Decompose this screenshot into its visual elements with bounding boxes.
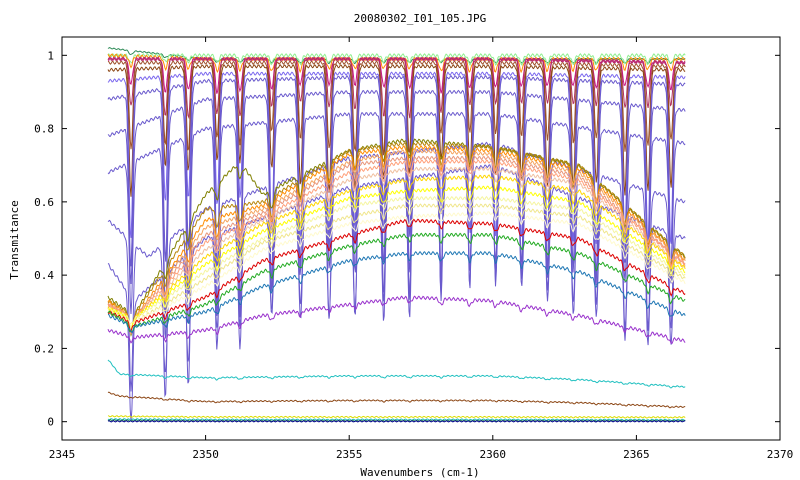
x-axis-title: Wavenumbers (cm-1)	[360, 466, 479, 479]
series-line	[107, 89, 686, 315]
y-axis: 0 0.2 0.4 0.6 0.8 1	[34, 49, 780, 429]
series-line	[107, 174, 686, 331]
series-line	[107, 211, 686, 332]
y-tick-label: 0	[47, 416, 54, 429]
x-axis: 2345 2350 2355 2360 2365 2370	[49, 37, 794, 461]
series-group	[107, 47, 686, 423]
series-line	[107, 359, 686, 389]
x-tick-label: 2360	[480, 448, 507, 461]
chart-title: 20080302_I01_105.JPG	[354, 12, 486, 25]
y-tick-label: 0.6	[34, 196, 54, 209]
series-line	[107, 195, 686, 325]
x-tick-label: 2350	[192, 448, 219, 461]
series-line	[107, 71, 686, 244]
y-tick-label: 0.2	[34, 342, 54, 355]
y-tick-label: 0.4	[34, 269, 54, 282]
series-line	[107, 185, 686, 330]
y-tick-label: 0.8	[34, 123, 54, 136]
series-line	[107, 56, 686, 120]
series-line	[107, 420, 686, 423]
series-line	[107, 75, 686, 289]
x-tick-label: 2355	[336, 448, 363, 461]
series-line	[107, 60, 686, 156]
series-line	[107, 418, 686, 422]
series-line	[107, 391, 686, 409]
series-line	[107, 218, 686, 332]
series-line	[107, 148, 686, 332]
series-line	[107, 166, 686, 330]
series-line	[107, 159, 686, 335]
series-line	[107, 53, 686, 67]
series-line	[107, 111, 686, 339]
series-line	[107, 250, 686, 334]
series-line	[107, 155, 686, 335]
x-tick-label: 2370	[767, 448, 794, 461]
series-line	[107, 138, 686, 337]
series-line	[107, 145, 686, 333]
series-line	[107, 415, 686, 419]
series-line	[107, 295, 686, 344]
x-tick-label: 2365	[623, 448, 650, 461]
series-line	[107, 141, 686, 334]
y-axis-title: Transmitance	[8, 200, 21, 279]
plot-frame	[61, 36, 781, 441]
series-line	[107, 56, 686, 94]
x-tick-label: 2345	[49, 448, 76, 461]
series-line	[107, 203, 686, 330]
series-line	[107, 63, 686, 197]
y-tick-label: 1	[47, 49, 54, 62]
series-line	[107, 232, 686, 333]
